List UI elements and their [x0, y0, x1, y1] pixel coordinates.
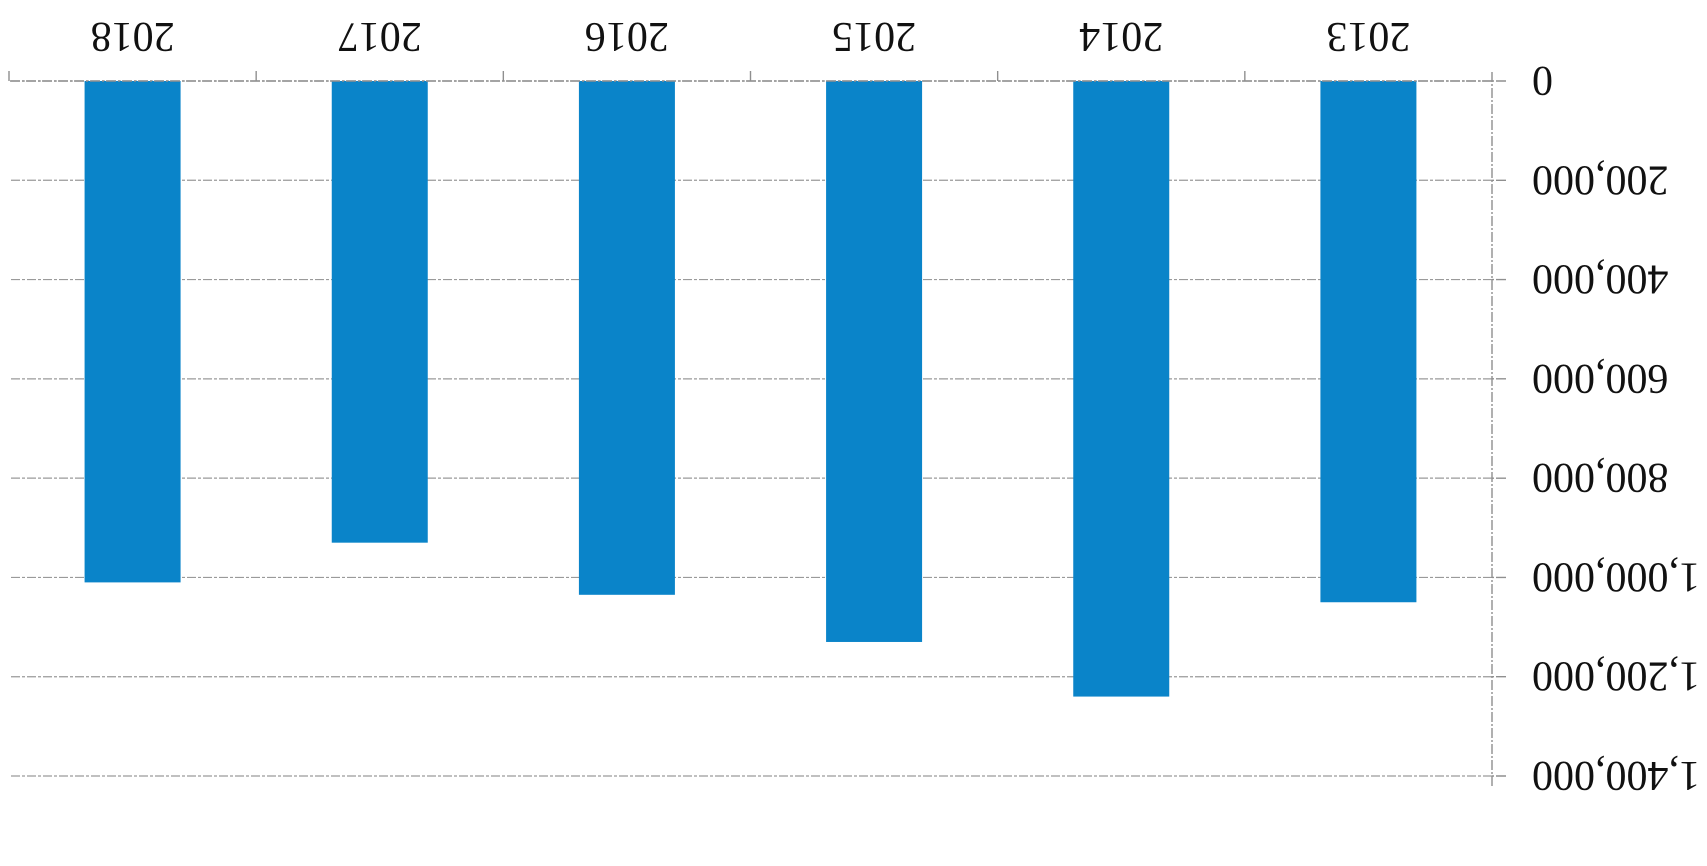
y-tick-label: 400,000: [1532, 256, 1669, 302]
y-tick-label: 0: [1532, 57, 1553, 103]
bar-2015: [826, 81, 923, 642]
y-tick-label: 200,000: [1532, 156, 1669, 202]
bars: [84, 81, 1417, 697]
bar-2014: [1073, 81, 1170, 697]
y-tick-label: 800,000: [1532, 454, 1669, 500]
bar-2017: [331, 81, 428, 543]
x-tick-label-2014: 2014: [1079, 13, 1163, 59]
x-tick-label-2016: 2016: [585, 13, 669, 59]
bar-2013: [1320, 81, 1417, 603]
y-tick-labels: 0 200,000 400,000 600,000 800,000 1,000,000 1,…: [1532, 57, 1700, 798]
y-tick-label: 1,000,000: [1532, 553, 1700, 599]
x-tick-label-2015: 2015: [832, 13, 916, 59]
y-tick-label: 600,000: [1532, 355, 1669, 401]
y-tick-label: 1,400,000: [1532, 752, 1700, 798]
gridlines: [9, 80, 1492, 777]
bar-2018: [84, 81, 181, 583]
axes: [8, 69, 1506, 786]
x-tick-label-2018: 2018: [91, 13, 175, 59]
y-tick-label: 1,200,000: [1532, 653, 1700, 699]
x-tick-label-2013: 2013: [1326, 13, 1410, 59]
x-tick-labels: 2013 2014 2015 2016 2017 2018: [91, 13, 1411, 59]
x-tick-label-2017: 2017: [338, 13, 422, 59]
bar-2016: [578, 81, 675, 595]
